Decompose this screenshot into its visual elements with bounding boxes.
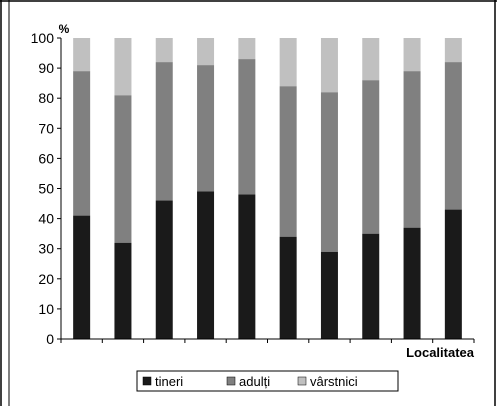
- bar-2-varstnici: [114, 38, 132, 96]
- bar-1-varstnici: [73, 38, 91, 72]
- bar-5-varstnici: [238, 38, 256, 60]
- bar-1-adulti: [73, 71, 91, 216]
- bar-8-tineri: [362, 233, 380, 339]
- y-tick-label-50: 50: [38, 181, 54, 197]
- bar-6-tineri: [279, 236, 297, 339]
- legend-swatch-adulti: [226, 376, 236, 386]
- bar-2-tineri: [114, 242, 132, 339]
- bar-8-adulti: [362, 80, 380, 234]
- y-tick-label-20: 20: [38, 271, 54, 287]
- x-axis-label: Localitatea: [406, 345, 475, 360]
- bar-9-tineri: [403, 227, 421, 339]
- bars-group: [73, 38, 462, 339]
- legend-swatch-tineri: [142, 376, 152, 386]
- legend-label-varstnici: vârstnici: [310, 374, 358, 389]
- y-tick-label-10: 10: [38, 301, 54, 317]
- bar-3-adulti: [155, 62, 173, 201]
- y-tick-label-90: 90: [38, 60, 54, 76]
- y-ticks-group: 0 10 20 30 40 50 60 70 80 90 100: [31, 30, 61, 347]
- y-tick-label-100: 100: [31, 30, 55, 46]
- legend-swatch-varstnici: [297, 376, 307, 386]
- legend: tineri adulți vârstnici: [136, 370, 399, 392]
- bar-3-tineri: [155, 200, 173, 339]
- bar-6-adulti: [279, 86, 297, 237]
- y-tick-label-30: 30: [38, 241, 54, 257]
- y-tick-label-40: 40: [38, 211, 54, 227]
- bar-4-adulti: [197, 65, 215, 192]
- bar-10-adulti: [444, 62, 462, 210]
- bar-5-tineri: [238, 194, 256, 339]
- bar-9-varstnici: [403, 38, 421, 72]
- y-tick-label-0: 0: [46, 331, 54, 347]
- legend-box: [136, 370, 399, 392]
- bar-6-varstnici: [279, 38, 297, 87]
- bar-7-tineri: [320, 251, 338, 339]
- bar-8-varstnici: [362, 38, 380, 81]
- bar-7-varstnici: [320, 38, 338, 93]
- bar-4-varstnici: [197, 38, 215, 66]
- bar-10-varstnici: [444, 38, 462, 63]
- legend-label-tineri: tineri: [155, 374, 183, 389]
- y-tick-label-60: 60: [38, 150, 54, 166]
- bar-4-tineri: [197, 191, 215, 339]
- bar-7-adulti: [320, 92, 338, 252]
- bar-1-tineri: [73, 215, 91, 339]
- y-unit-label: %: [59, 22, 70, 36]
- legend-label-adulti: adulți: [239, 374, 270, 389]
- bar-9-adulti: [403, 71, 421, 228]
- y-tick-label-80: 80: [38, 90, 54, 106]
- bar-10-tineri: [444, 209, 462, 339]
- bar-3-varstnici: [155, 38, 173, 63]
- y-tick-label-70: 70: [38, 120, 54, 136]
- bar-5-adulti: [238, 59, 256, 195]
- bar-2-adulti: [114, 95, 132, 243]
